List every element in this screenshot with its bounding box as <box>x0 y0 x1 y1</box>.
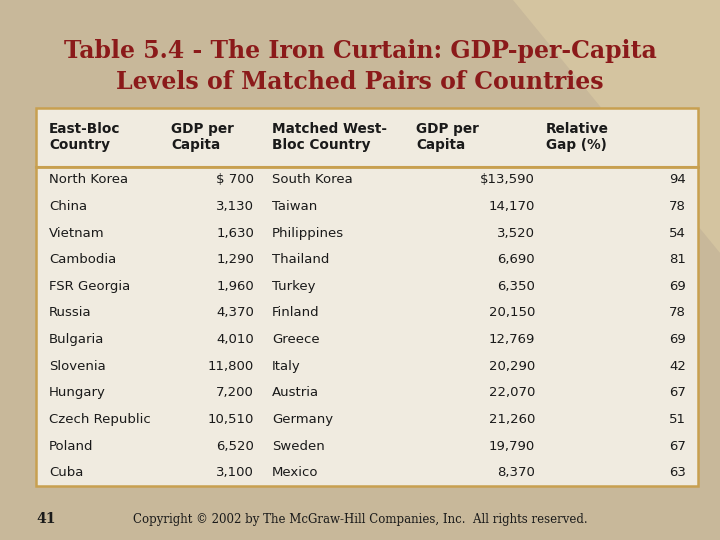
Text: Finland: Finland <box>272 307 320 320</box>
Text: 63: 63 <box>670 466 686 479</box>
Text: 1,630: 1,630 <box>216 227 254 240</box>
Text: 6,350: 6,350 <box>497 280 535 293</box>
Text: 20,290: 20,290 <box>489 360 535 373</box>
Text: Greece: Greece <box>272 333 320 346</box>
Text: 4,010: 4,010 <box>217 333 254 346</box>
Text: 69: 69 <box>670 280 686 293</box>
Text: South Korea: South Korea <box>272 173 353 186</box>
Text: Cuba: Cuba <box>49 466 84 479</box>
Text: 69: 69 <box>670 333 686 346</box>
Text: Slovenia: Slovenia <box>49 360 106 373</box>
Text: FSR Georgia: FSR Georgia <box>49 280 130 293</box>
Text: Bulgaria: Bulgaria <box>49 333 104 346</box>
Text: Matched West-
Bloc Country: Matched West- Bloc Country <box>272 122 387 152</box>
Text: 41: 41 <box>36 512 55 526</box>
Text: 78: 78 <box>670 307 686 320</box>
Text: 3,130: 3,130 <box>216 200 254 213</box>
Text: North Korea: North Korea <box>49 173 128 186</box>
Text: 3,100: 3,100 <box>216 466 254 479</box>
Text: Taiwan: Taiwan <box>272 200 318 213</box>
Text: 78: 78 <box>670 200 686 213</box>
Text: 6,520: 6,520 <box>216 440 254 453</box>
Text: Sweden: Sweden <box>272 440 325 453</box>
Text: China: China <box>49 200 87 213</box>
Text: GDP per
Capita: GDP per Capita <box>171 122 234 152</box>
Text: Thailand: Thailand <box>272 253 330 266</box>
Text: Levels of Matched Pairs of Countries: Levels of Matched Pairs of Countries <box>116 70 604 94</box>
Text: 20,150: 20,150 <box>489 307 535 320</box>
Text: $ 700: $ 700 <box>216 173 254 186</box>
Text: Table 5.4 - The Iron Curtain: GDP-per-Capita: Table 5.4 - The Iron Curtain: GDP-per-Ca… <box>63 39 657 63</box>
Text: 67: 67 <box>670 440 686 453</box>
Text: Hungary: Hungary <box>49 386 106 400</box>
Text: Italy: Italy <box>272 360 301 373</box>
Text: 42: 42 <box>670 360 686 373</box>
Text: 11,800: 11,800 <box>208 360 254 373</box>
Text: 54: 54 <box>670 227 686 240</box>
Text: East-Bloc
Country: East-Bloc Country <box>49 122 120 152</box>
Text: 1,290: 1,290 <box>216 253 254 266</box>
Text: Philippines: Philippines <box>272 227 344 240</box>
Text: 12,769: 12,769 <box>489 333 535 346</box>
Text: Poland: Poland <box>49 440 94 453</box>
Text: 22,070: 22,070 <box>489 386 535 400</box>
Text: 3,520: 3,520 <box>497 227 535 240</box>
Text: Germany: Germany <box>272 413 333 426</box>
Text: GDP per
Capita: GDP per Capita <box>416 122 479 152</box>
Text: Cambodia: Cambodia <box>49 253 116 266</box>
Text: 10,510: 10,510 <box>208 413 254 426</box>
Text: 94: 94 <box>670 173 686 186</box>
Text: Mexico: Mexico <box>272 466 319 479</box>
Text: 14,170: 14,170 <box>489 200 535 213</box>
Text: Russia: Russia <box>49 307 91 320</box>
Text: 51: 51 <box>669 413 686 426</box>
Text: 4,370: 4,370 <box>216 307 254 320</box>
Text: Copyright © 2002 by The McGraw-Hill Companies, Inc.  All rights reserved.: Copyright © 2002 by The McGraw-Hill Comp… <box>132 513 588 526</box>
Text: Austria: Austria <box>272 386 319 400</box>
Text: Turkey: Turkey <box>272 280 315 293</box>
Text: 6,690: 6,690 <box>498 253 535 266</box>
Text: 81: 81 <box>670 253 686 266</box>
Text: $13,590: $13,590 <box>480 173 535 186</box>
Text: Relative
Gap (%): Relative Gap (%) <box>546 122 608 152</box>
Text: 1,960: 1,960 <box>217 280 254 293</box>
Text: 19,790: 19,790 <box>489 440 535 453</box>
Text: Vietnam: Vietnam <box>49 227 104 240</box>
Text: 21,260: 21,260 <box>489 413 535 426</box>
Text: 7,200: 7,200 <box>216 386 254 400</box>
Text: Czech Republic: Czech Republic <box>49 413 150 426</box>
Text: 8,370: 8,370 <box>497 466 535 479</box>
Text: 67: 67 <box>670 386 686 400</box>
